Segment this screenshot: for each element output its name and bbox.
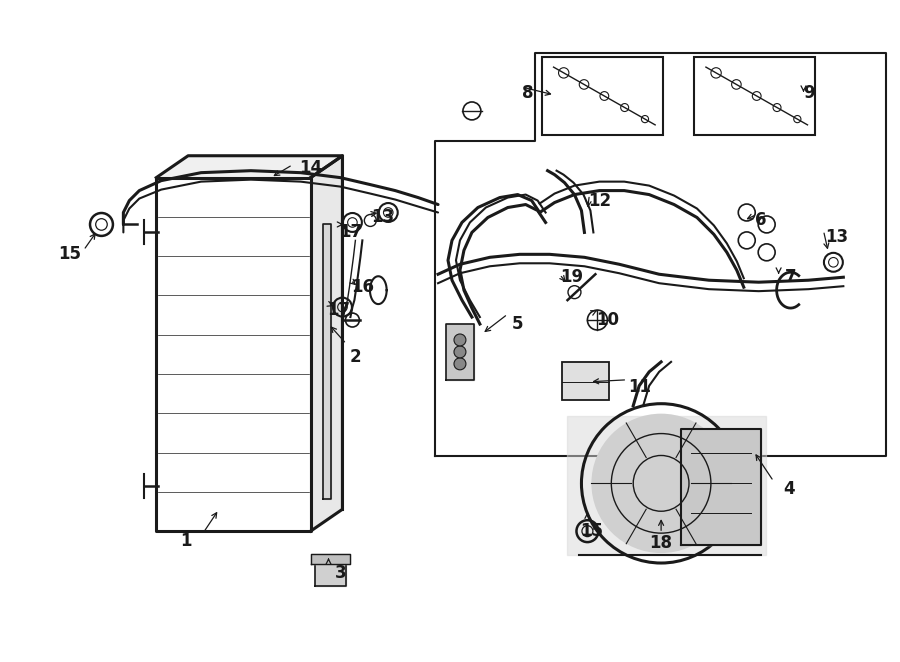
Circle shape [591, 414, 731, 553]
Text: 13: 13 [824, 228, 848, 246]
Text: 6: 6 [755, 211, 767, 230]
Text: 7: 7 [785, 268, 796, 286]
Text: 2: 2 [349, 348, 361, 366]
Polygon shape [566, 416, 766, 555]
Polygon shape [435, 53, 886, 457]
Polygon shape [157, 177, 310, 531]
Text: 3: 3 [335, 564, 346, 582]
Text: 15: 15 [58, 246, 81, 263]
Bar [562, 362, 609, 400]
Circle shape [454, 358, 466, 370]
Text: 10: 10 [596, 311, 619, 329]
Text: 4: 4 [783, 481, 795, 498]
Text: 17: 17 [339, 223, 362, 242]
Text: 5: 5 [512, 315, 524, 333]
Bar [694, 57, 815, 135]
Text: 11: 11 [627, 378, 651, 396]
Polygon shape [322, 224, 331, 499]
Text: 18: 18 [650, 534, 672, 552]
Polygon shape [315, 558, 346, 586]
Text: 14: 14 [299, 159, 322, 177]
Text: 17: 17 [327, 301, 350, 319]
Text: 1: 1 [180, 532, 192, 550]
Text: 13: 13 [371, 209, 394, 226]
Text: 9: 9 [803, 84, 815, 102]
Text: 19: 19 [560, 268, 583, 286]
Bar [542, 57, 663, 135]
Circle shape [454, 346, 466, 358]
Polygon shape [310, 156, 343, 531]
Text: 15: 15 [580, 522, 603, 540]
Text: 12: 12 [588, 191, 611, 210]
Polygon shape [681, 428, 760, 545]
Polygon shape [310, 554, 350, 564]
Polygon shape [446, 324, 474, 380]
Text: 16: 16 [351, 278, 374, 296]
Text: 8: 8 [522, 84, 534, 102]
Circle shape [454, 334, 466, 346]
Polygon shape [157, 156, 343, 177]
